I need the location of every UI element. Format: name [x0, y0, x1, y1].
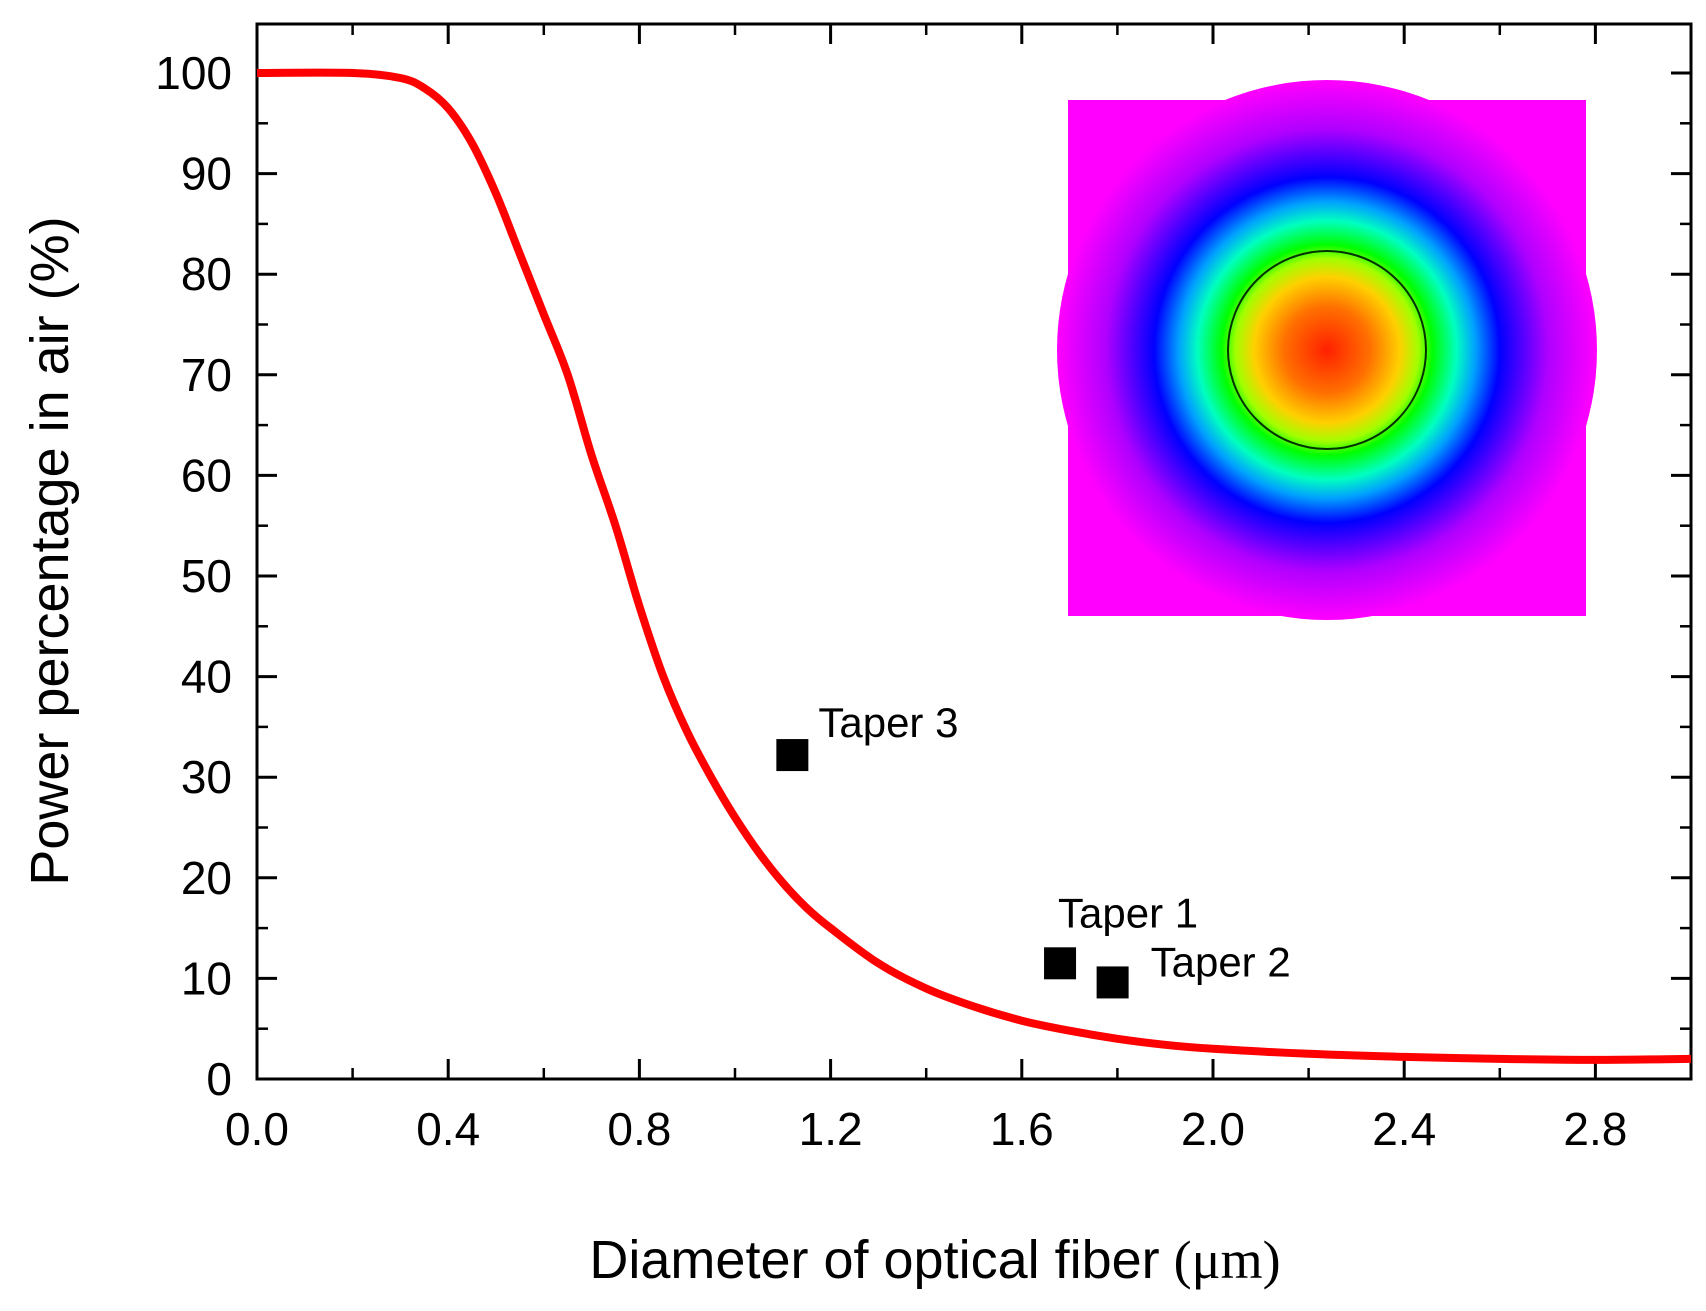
y-tick-label: 30: [181, 751, 232, 803]
y-axis-title: Power percentage in air (%): [20, 216, 80, 885]
y-tick-label: 50: [181, 550, 232, 602]
inset-mode-gradient: [1057, 80, 1597, 620]
marker-taper-1: [1044, 947, 1077, 980]
x-tick-label: 0.8: [607, 1103, 671, 1155]
y-tick-label: 20: [181, 852, 232, 904]
curve-layer: [256, 68, 1692, 1064]
x-tick-label: 2.0: [1181, 1103, 1245, 1155]
y-tick-label: 70: [181, 349, 232, 401]
x-tick-label: 0.4: [416, 1103, 480, 1155]
y-tick-label: 90: [181, 148, 232, 200]
point-label: Taper 2: [1151, 938, 1291, 985]
y-tick-label: 80: [181, 248, 232, 300]
marker-taper-2: [1096, 966, 1129, 999]
point-label: Taper 1: [1058, 889, 1198, 936]
y-tick-label: 0: [206, 1053, 232, 1105]
y-tick-label: 40: [181, 651, 232, 703]
x-tick-label: 2.4: [1372, 1103, 1436, 1155]
x-axis-unit: (μm): [1174, 1230, 1281, 1290]
point-label: Taper 3: [818, 699, 958, 746]
x-tick-label: 0.0: [225, 1103, 289, 1155]
x-axis-title: Diameter of optical fiber (μm): [589, 1230, 1280, 1290]
x-tick-label: 1.2: [799, 1103, 863, 1155]
x-tick-label: 2.8: [1563, 1103, 1627, 1155]
series-line: [256, 68, 1692, 1064]
marker-taper-3: [776, 739, 809, 772]
plot-frame: [255, 22, 1693, 1081]
y-tick-label: 100: [155, 47, 232, 99]
y-tick-label: 10: [181, 952, 232, 1004]
y-tick-label: 60: [181, 449, 232, 501]
inset-contour: [1227, 250, 1427, 450]
axes: 0.0 0.4 0.8 1.2 1.6 2.0 2.4 2.8 0 10 20 30 40 50 60 70 8…: [155, 24, 1691, 1155]
x-tick-label: 1.6: [990, 1103, 1054, 1155]
inset-mode-field: [1057, 80, 1597, 620]
x-axis-label: Diameter of optical fiber: [589, 1230, 1159, 1290]
